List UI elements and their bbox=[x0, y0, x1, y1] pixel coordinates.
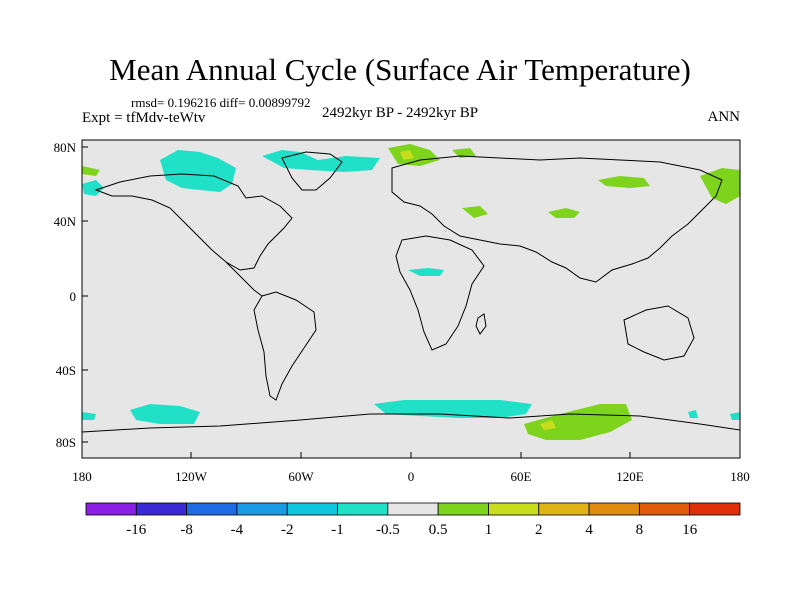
colorbar-swatch bbox=[337, 502, 389, 516]
colorbar-swatch bbox=[186, 502, 238, 516]
warmer-patch-antarctica bbox=[540, 420, 556, 430]
warm-patch-barents bbox=[452, 148, 476, 158]
lat-label-80s: 80S bbox=[56, 435, 76, 450]
colorbar-label: 4 bbox=[585, 522, 593, 538]
colorbar-label: -8 bbox=[180, 522, 193, 538]
colorbar-label: -1 bbox=[331, 522, 344, 538]
colorbar-swatch bbox=[588, 502, 640, 516]
colorbar bbox=[85, 502, 741, 516]
colorbar-label: 1 bbox=[485, 522, 493, 538]
cool-patch-southern-ocean-east bbox=[688, 410, 698, 418]
lon-label-60w: 60W bbox=[288, 469, 314, 484]
warm-patch-scandinavia bbox=[388, 144, 440, 166]
map-title: Mean Annual Cycle (Surface Air Temperatu… bbox=[109, 52, 691, 87]
coast-antarctica bbox=[81, 413, 741, 433]
colorbar-label: 0.5 bbox=[429, 522, 448, 538]
colorbar-labels: -16 -8 -4 -2 -1 -0.5 0.5 1 2 4 8 16 bbox=[126, 522, 697, 538]
rmsd-diff-label: rmsd= 0.196216 diff= 0.00899792 bbox=[131, 95, 311, 110]
cool-patch-arctic-canada bbox=[160, 150, 236, 192]
coast-north-america bbox=[94, 173, 293, 271]
coast-eurasia bbox=[391, 155, 723, 283]
lon-label-120w: 120W bbox=[175, 469, 208, 484]
lon-label-180-west: 180 bbox=[72, 469, 92, 484]
colorbar-swatch bbox=[689, 502, 741, 516]
coast-central-america bbox=[225, 261, 263, 297]
colorbar-swatch bbox=[638, 502, 691, 516]
warmer-anomalies bbox=[400, 150, 556, 430]
warm-patch-east-antarctica bbox=[524, 404, 632, 440]
colorbar-swatch bbox=[236, 502, 288, 516]
cool-patch-southern-ocean-pacific bbox=[130, 404, 200, 424]
cool-patch-alaska bbox=[82, 180, 104, 196]
colorbar-swatch bbox=[135, 502, 188, 516]
colorbar-swatch bbox=[538, 502, 590, 516]
colorbar-swatch bbox=[437, 502, 489, 516]
colorbar-label: 2 bbox=[535, 522, 543, 538]
colorbar-label: -4 bbox=[231, 522, 244, 538]
colorbar-label: -0.5 bbox=[376, 522, 400, 538]
coast-africa bbox=[395, 235, 485, 351]
coast-south-america bbox=[253, 291, 317, 401]
period-label: 2492kyr BP - 2492kyr BP bbox=[322, 105, 479, 121]
lat-labels: 80N 40N 0 40S 80S bbox=[54, 140, 77, 450]
lon-labels: 180 120W 60W 0 60E 120E 180 bbox=[72, 469, 750, 484]
warmer-patch-scandinavia bbox=[400, 150, 414, 160]
colorbar-swatch bbox=[85, 502, 137, 516]
coast-madagascar bbox=[475, 313, 487, 335]
colorbar-swatch bbox=[488, 502, 540, 516]
season-label: ANN bbox=[707, 109, 741, 125]
lon-label-120e: 120E bbox=[616, 469, 644, 484]
warm-patch-siberia bbox=[598, 176, 650, 188]
lat-label-40s: 40S bbox=[56, 363, 76, 378]
coast-greenland bbox=[281, 151, 343, 191]
coastlines bbox=[81, 151, 741, 433]
colorbar-label: 8 bbox=[636, 522, 644, 538]
lat-label-80n: 80N bbox=[54, 140, 77, 155]
cool-patch-east-edge bbox=[730, 412, 740, 420]
lat-label-40n: 40N bbox=[54, 214, 77, 229]
colorbar-swatch bbox=[286, 502, 338, 516]
coast-australia bbox=[623, 305, 695, 361]
warm-patch-central-asia bbox=[548, 208, 580, 218]
cool-patch-north-atlantic bbox=[408, 268, 444, 276]
warm-patch-alaska-coast bbox=[82, 166, 100, 176]
colorbar-label: 16 bbox=[682, 522, 698, 538]
lon-label-0: 0 bbox=[408, 469, 415, 484]
lat-label-0: 0 bbox=[70, 289, 77, 304]
lon-label-60e: 60E bbox=[511, 469, 532, 484]
experiment-label: Expt = tfMdv-teWtv bbox=[82, 110, 206, 126]
cool-patch-west-edge bbox=[82, 412, 96, 420]
colorbar-label: -16 bbox=[126, 522, 146, 538]
lon-label-180-east: 180 bbox=[730, 469, 750, 484]
colorbar-swatch bbox=[387, 502, 439, 516]
colorbar-label: -2 bbox=[281, 522, 294, 538]
warm-patch-caspian bbox=[462, 206, 488, 218]
axis-ticks bbox=[82, 146, 631, 458]
